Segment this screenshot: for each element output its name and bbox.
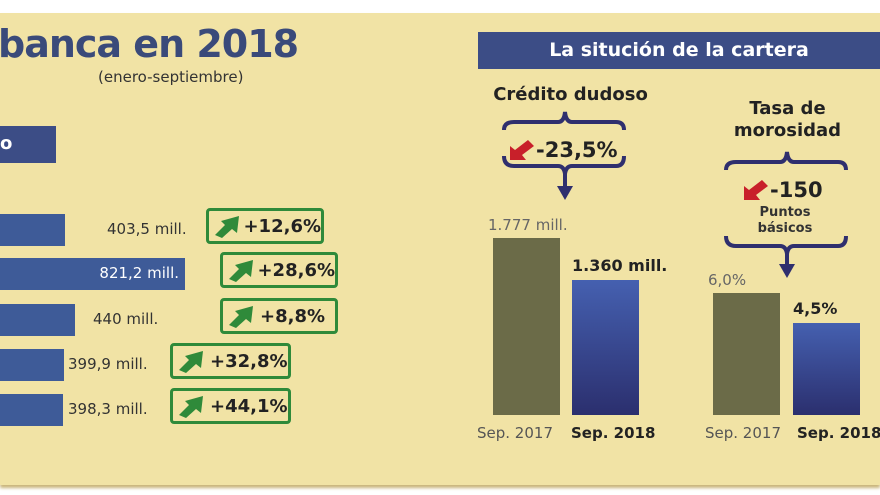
brace-arrow-icon <box>724 151 848 278</box>
change-badge: +32,8% <box>170 343 291 379</box>
change-value: +28,6% <box>257 259 335 281</box>
arrow-up-right-icon <box>229 260 253 282</box>
arrow-down-left-icon <box>510 140 534 160</box>
subtitle: (enero-septiembre) <box>98 68 244 86</box>
bar: 821,2 mill. <box>0 258 185 290</box>
bar <box>0 349 64 381</box>
bar-2018 <box>572 280 639 415</box>
main-title: banca en 2018 <box>0 22 299 66</box>
bar-value: 821,2 mill. <box>99 264 179 282</box>
bar-2017 <box>713 293 780 415</box>
x-tick-label: Sep. 2017 <box>477 424 553 442</box>
bar-value: 398,3 mill. <box>68 400 148 418</box>
change-credito: -23,5% <box>536 138 618 162</box>
data-label: 6,0% <box>708 271 747 289</box>
portfolio-header: La situción de la cartera <box>478 32 880 69</box>
change-value: +32,8% <box>210 350 288 372</box>
change-value: +44,1% <box>210 395 288 417</box>
bar <box>0 394 63 426</box>
change-value: +8,8% <box>260 305 326 327</box>
change-value: +12,6% <box>243 215 321 237</box>
bar-value: 399,9 mill. <box>68 355 148 373</box>
brace-arrow-icon <box>502 111 626 200</box>
x-tick-label: Sep. 2018 <box>797 424 880 442</box>
change-badge: +28,6% <box>220 252 338 288</box>
change-badge: +8,8% <box>220 298 338 334</box>
data-label: 1.360 mill. <box>572 256 668 275</box>
bar-value: 403,5 mill. <box>107 220 187 238</box>
arrow-down-left-icon <box>744 180 768 200</box>
data-label: 1.777 mill. <box>488 216 568 234</box>
change-tasa: -150 <box>770 178 823 202</box>
bar <box>0 304 75 336</box>
arrow-up-right-icon <box>229 306 253 328</box>
arrow-up-right-icon <box>179 396 203 418</box>
x-tick-label: Sep. 2017 <box>705 424 781 442</box>
chart-title-credito: Crédito dudoso <box>493 84 648 105</box>
bar-2017 <box>493 238 560 415</box>
chart-title-tasa: Tasa de morosidad <box>733 98 842 141</box>
bar <box>0 214 65 246</box>
change-badge: +12,6% <box>206 208 324 244</box>
section-label-box: o <box>0 126 56 163</box>
change-unit: Puntos básicos <box>757 205 813 236</box>
change-badge: +44,1% <box>170 388 291 424</box>
x-tick-label: Sep. 2018 <box>571 424 656 442</box>
arrow-up-right-icon <box>215 216 239 238</box>
data-label: 4,5% <box>793 299 838 318</box>
bar-2018 <box>793 323 860 415</box>
bar-value: 440 mill. <box>93 310 159 328</box>
arrow-up-right-icon <box>179 351 203 373</box>
